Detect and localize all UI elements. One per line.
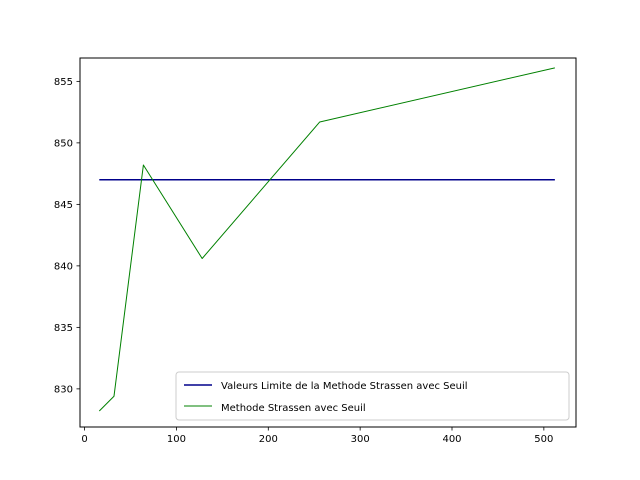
y-tick-label: 845 [54,200,73,211]
plot-marks [98,67,555,412]
y-tick-label: 835 [54,323,73,334]
x-tick-label: 100 [167,434,186,445]
x-tick-label: 0 [81,434,87,445]
y-tick-label: 850 [54,138,73,149]
x-axis: 0 100 200 300 400 500 [81,427,553,445]
legend-label-limit: Valeurs Limite de la Methode Strassen av… [221,381,468,392]
legend-label-strassen: Methode Strassen avec Seuil [221,403,366,414]
y-tick-label: 840 [54,261,73,272]
y-tick-label: 855 [54,77,73,88]
x-tick-label: 500 [534,434,553,445]
series-line-1 [98,67,555,412]
y-tick-label: 830 [54,384,73,395]
x-tick-label: 300 [351,434,370,445]
y-axis: 830 835 840 845 850 855 [54,77,80,395]
plot-area-frame [79,57,577,428]
x-tick-label: 400 [442,434,461,445]
legend: Valeurs Limite de la Methode Strassen av… [175,371,570,421]
legend-box [175,371,570,421]
x-tick-label: 200 [259,434,278,445]
